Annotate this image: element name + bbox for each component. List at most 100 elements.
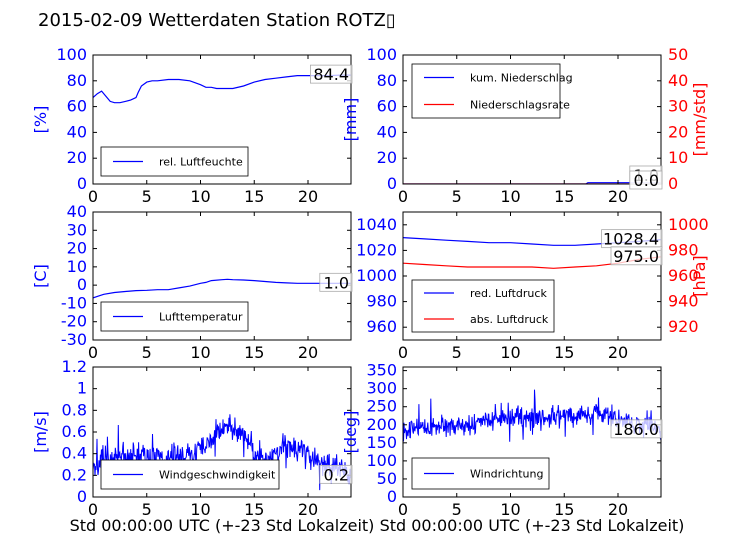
y-tick-label-right: 50 (668, 45, 688, 64)
value-annotation-box (319, 464, 353, 484)
y-tick-label-right: 960 (668, 266, 699, 285)
series-line-lufttemperatur (93, 278, 351, 299)
value-annotation: 0.0 (634, 171, 659, 190)
legend-label: rel. Luftfeuchte (159, 156, 243, 169)
y-tick-label: 0 (387, 487, 397, 506)
value-annotation-box (309, 64, 353, 84)
y-axis-label: [m/s] (31, 411, 50, 453)
x-tick-label: 20 (608, 500, 628, 519)
page-title: 2015-02-09 Wetterdaten Station ROTZ▯ (38, 10, 396, 31)
y-axis-label: [deg] (341, 411, 360, 454)
panel-humidity: 0 20 40 60 80 100 0 5 10 15 20 [%] 84.4 rel. Luftfeuc… (31, 45, 353, 206)
y-tick-label: 1040 (356, 215, 397, 234)
y-tick-label: 1 (77, 379, 87, 398)
x-tick-label: 15 (554, 343, 574, 362)
x-tick-label: 10 (190, 500, 210, 519)
x-tick-label: 5 (142, 187, 152, 206)
y-tick-label: 350 (366, 361, 397, 380)
y-tick-label: 1000 (356, 266, 397, 285)
value-annotation: 1028.4 (603, 230, 659, 249)
y-axis-label: [%] (31, 106, 50, 134)
y-tick-label: 30 (67, 220, 87, 239)
y-tick-label-right: 0 (668, 174, 678, 193)
value-annotation: 975.0 (613, 247, 659, 266)
value-annotation-box (319, 272, 353, 292)
x-tick-label: 20 (298, 187, 318, 206)
x-axis-label: Std 00:00:00 UTC (+-23 Std Lokalzeit) (70, 516, 375, 535)
y-tick-label: 0.4 (62, 444, 87, 463)
y-tick-label: 0.6 (62, 422, 87, 441)
panel-precip: 0 20 40 60 80 100 0 10 20 30 40 50 0 5 10 15 20 [mm] [mm/s… (341, 45, 709, 206)
y-tick-label: 300 (366, 379, 397, 398)
legend-label: kum. Niederschlag (470, 72, 573, 85)
page-title-text: 2015-02-09 Wetterdaten Station ROTZ (38, 10, 386, 31)
y-tick-label: 0 (387, 174, 397, 193)
legend-label: Windgeschwindigkeit (159, 469, 276, 482)
value-annotation-box (610, 246, 663, 266)
legend-label: abs. Luftdruck (470, 313, 549, 326)
y-tick-label-right: 40 (668, 71, 688, 90)
x-tick-label: 20 (608, 343, 628, 362)
value-annotation: 0.2 (324, 465, 349, 484)
y-tick-label: 20 (377, 148, 397, 167)
panel-wind-speed: 00.20.40.60.811.20 5 10 15 20[m/s]Std 00:00:… (31, 357, 374, 535)
value-annotation-box (629, 170, 663, 190)
y-tick-label: 40 (67, 202, 87, 221)
legend: kum. Niederschlag Niederschlagsrate (411, 63, 573, 119)
y-tick-label: 40 (377, 122, 397, 141)
legend-label: Niederschlagsrate (470, 99, 570, 112)
legend-label: red. Luftdruck (470, 287, 547, 300)
y-tick-label: 0 (77, 487, 87, 506)
x-tick-label: 0 (88, 500, 98, 519)
x-tick-label: 15 (554, 187, 574, 206)
y-tick-label: 60 (67, 97, 87, 116)
x-tick-label: 15 (554, 500, 574, 519)
x-tick-label: 0 (88, 187, 98, 206)
page-title-glyph: ▯ (385, 10, 396, 31)
y-tick-label: 150 (366, 433, 397, 452)
x-tick-label: 5 (452, 343, 462, 362)
x-tick-label: 5 (452, 187, 462, 206)
y-tick-label-right: 920 (668, 317, 699, 336)
x-tick-label: 10 (500, 343, 520, 362)
y-tick-label: 980 (366, 292, 397, 311)
legend-label: Windrichtung (470, 468, 543, 481)
x-tick-label: 0 (88, 343, 98, 362)
plot-frame (92, 54, 352, 185)
legend: Lufttemperatur (100, 301, 249, 332)
value-annotation: 84.4 (313, 65, 349, 84)
y-tick-label: 80 (67, 71, 87, 90)
x-tick-label: 10 (500, 187, 520, 206)
x-tick-label: 0 (398, 500, 408, 519)
y-tick-label: 0.8 (62, 400, 87, 419)
y-tick-label-right: 980 (668, 240, 699, 259)
y-tick-label: 100 (366, 451, 397, 470)
x-tick-label: 0 (398, 343, 408, 362)
y-tick-label: 1020 (356, 240, 397, 259)
value-annotation: 1.0 (324, 273, 349, 292)
y-tick-label: -20 (61, 312, 87, 331)
x-tick-label: 5 (452, 500, 462, 519)
x-tick-label: 0 (398, 187, 408, 206)
y-tick-label: 200 (366, 415, 397, 434)
y-tick-label: 20 (67, 148, 87, 167)
y-tick-label-right: 1000 (668, 215, 709, 234)
x-tick-label: 20 (298, 343, 318, 362)
y-tick-label: 10 (67, 257, 87, 276)
x-tick-label: 10 (500, 500, 520, 519)
x-tick-label: 20 (298, 500, 318, 519)
legend-label: Lufttemperatur (159, 311, 243, 324)
y-tick-label: 250 (366, 397, 397, 416)
x-tick-label: 15 (244, 500, 264, 519)
y-tick-label: -30 (61, 330, 87, 349)
x-tick-label: 20 (608, 187, 628, 206)
x-tick-label: 10 (190, 343, 210, 362)
legend-frame (411, 279, 555, 333)
series-line-windgeschwindigkeit (93, 414, 351, 491)
y-tick-label: 960 (366, 317, 397, 336)
y-tick-label: 0 (77, 174, 87, 193)
y-axis-label-right: [hPa] (690, 255, 709, 296)
